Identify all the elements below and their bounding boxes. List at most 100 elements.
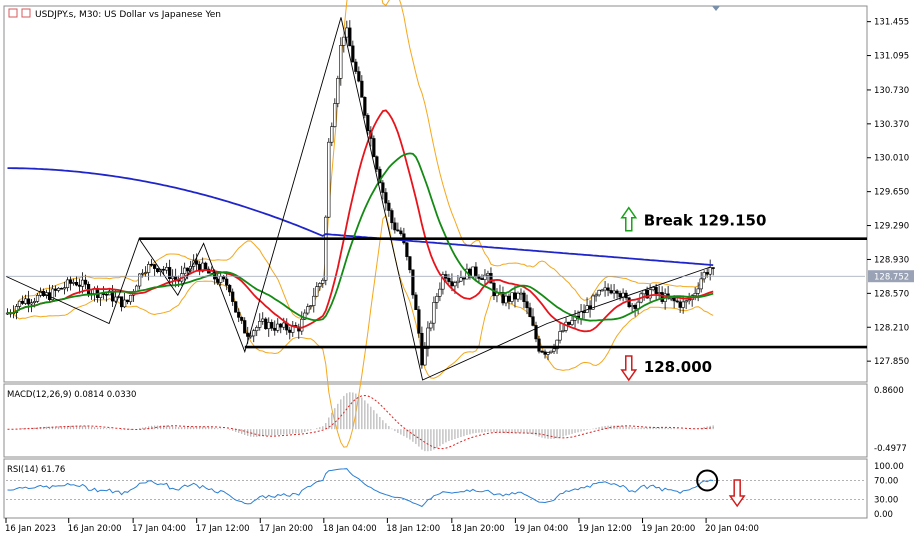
candle [104,293,109,302]
candle [567,321,571,326]
trend-line[interactable] [5,17,711,381]
bull-candle-body [435,295,439,303]
candle [264,317,268,330]
candle [552,343,556,354]
price-tick-label: 127.850 [874,357,909,367]
price-tick-label: 129.290 [874,222,909,232]
bear-candle-body [525,301,529,309]
main-chart-pane[interactable] [3,5,868,383]
candle [330,122,334,147]
candle [327,138,331,218]
candle [582,304,586,319]
macd-pane[interactable] [3,383,868,458]
candle [441,271,445,295]
bull-candle-body [459,277,463,282]
bear-candle-body [77,284,82,287]
candle [237,308,241,323]
candle [270,319,274,331]
bear-candle-body [348,27,352,47]
candle [519,288,523,301]
candle [53,285,58,297]
bear-candle-body [405,242,409,257]
candle [591,293,595,310]
bear-candle-body [74,282,79,286]
rsi-highlight-circle [696,469,719,492]
bear-candle-body [225,278,229,286]
bull-candle-body [657,292,661,294]
macd-tick-label: 0.8600 [874,386,904,396]
candle [381,180,385,200]
bull-candle-body [708,267,712,275]
bull-candle-body [321,279,325,284]
bull-candle-body [519,292,523,295]
candle [165,262,169,274]
macd-signal-line [7,394,714,450]
candle [528,302,532,318]
menu-icon[interactable] [8,8,18,18]
candle [357,66,361,83]
bear-candle-body [672,297,676,302]
moving-average-green [7,152,714,322]
price-tick-label: 129.650 [874,188,909,198]
bear-candle-body [531,316,535,326]
bull-candle-body [636,301,640,309]
bull-candle-body [441,274,445,290]
candle [483,269,487,286]
candle [480,274,484,280]
bear-candle-body [150,263,154,266]
bull-candle-body [549,350,553,353]
bear-candle-body [279,323,283,328]
bear-candle-body [609,290,613,294]
bull-candle-body [282,322,286,328]
window-icon[interactable] [21,8,31,18]
bull-candle-body [423,348,427,366]
candle [387,200,391,217]
bull-candle-body [603,287,607,291]
macd-label: MACD(12,26,9) 0.0814 0.0330 [7,390,136,400]
candle [258,313,262,331]
time-tick-label: 19 Jan 04:00 [514,524,568,534]
bear-candle-body [195,260,199,265]
bear-candle-body [234,301,238,313]
bull-candle-body [303,312,307,320]
bear-candle-body [627,297,631,308]
candle [675,298,679,304]
price-tick-label: 128.570 [874,289,909,299]
bull-candle-body [80,279,85,287]
rsi-pane[interactable] [3,458,868,519]
bull-candle-body [32,301,37,304]
candle [648,284,652,302]
bull-candle-body [558,331,562,341]
bull-candle-body [642,289,646,295]
candle [513,285,517,308]
bull-candle-body [630,304,634,308]
bear-candle-body [387,202,391,211]
candle [234,301,238,313]
candle [324,215,328,286]
rsi-tick-label: 70.00 [874,476,898,486]
bear-candle-body [153,264,157,269]
bear-candle-body [231,291,235,302]
candle [336,75,340,108]
candle [354,58,358,75]
bear-candle-body [507,295,511,302]
candle [186,267,190,280]
bear-candle-body [399,230,403,235]
candle [627,296,631,309]
candle [288,326,292,340]
bear-candle-body [705,272,709,275]
time-tick-label: 17 Jan 12:00 [196,524,250,534]
candle [678,299,682,313]
shift-marker-icon[interactable] [712,6,720,11]
bear-candle-body [477,276,481,279]
candle [510,292,514,305]
bear-candle-body [243,320,247,334]
bear-candle-body [273,327,277,331]
candle [20,295,25,305]
bull-candle-body [429,322,433,329]
candle [252,328,256,343]
bull-candle-body [258,320,262,328]
bull-candle-body [516,292,520,300]
candle [255,325,259,337]
time-tick-label: 18 Jan 04:00 [323,524,377,534]
